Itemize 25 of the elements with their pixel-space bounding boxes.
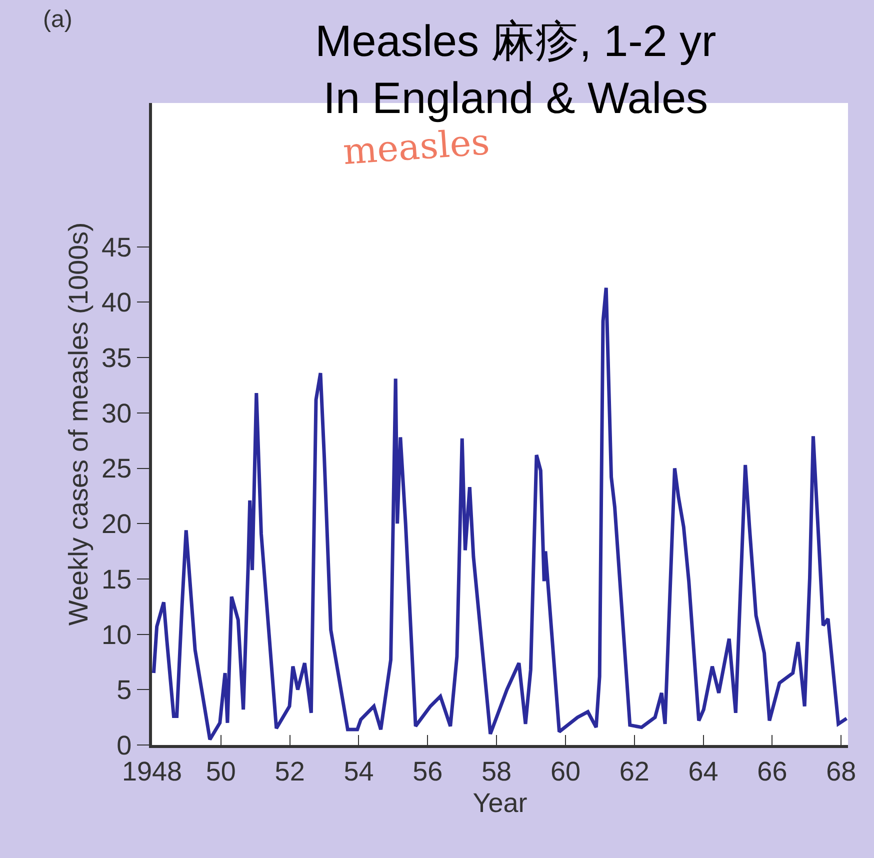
x-tick-label: 52 <box>274 756 305 786</box>
y-tick-label: 35 <box>102 343 132 374</box>
text: (a) <box>43 6 72 33</box>
y-tick-label: 10 <box>102 620 132 650</box>
x-axis-title: Year <box>472 788 528 818</box>
y-tick-label: 15 <box>102 564 132 594</box>
x-tick-label: 62 <box>619 756 650 786</box>
x-tick-label: 54 <box>344 756 374 786</box>
y-tick-label: 20 <box>102 509 132 540</box>
y-tick-label: 5 <box>116 675 132 706</box>
x-tick-label: 60 <box>550 756 580 786</box>
y-tick-label: 40 <box>102 288 132 318</box>
x-tick-label: 64 <box>688 756 718 786</box>
y-tick-label: 30 <box>102 398 132 428</box>
annotation: measles <box>342 122 491 174</box>
x-tick-label: 68 <box>826 756 856 786</box>
x-tick-label: 58 <box>482 756 512 786</box>
y-tick-label: 25 <box>102 454 132 484</box>
y-tick-label: 45 <box>102 232 132 262</box>
chart-title: Measles 麻疹, 1-2 yr In England & Wales <box>315 16 716 123</box>
x-tick-label: 56 <box>412 756 443 786</box>
y-axis-title: Weekly cases of measles (1000s) <box>64 222 94 626</box>
x-tick-label: 66 <box>757 756 788 786</box>
line-series <box>152 286 848 742</box>
x-tick-label: 50 <box>206 756 236 786</box>
